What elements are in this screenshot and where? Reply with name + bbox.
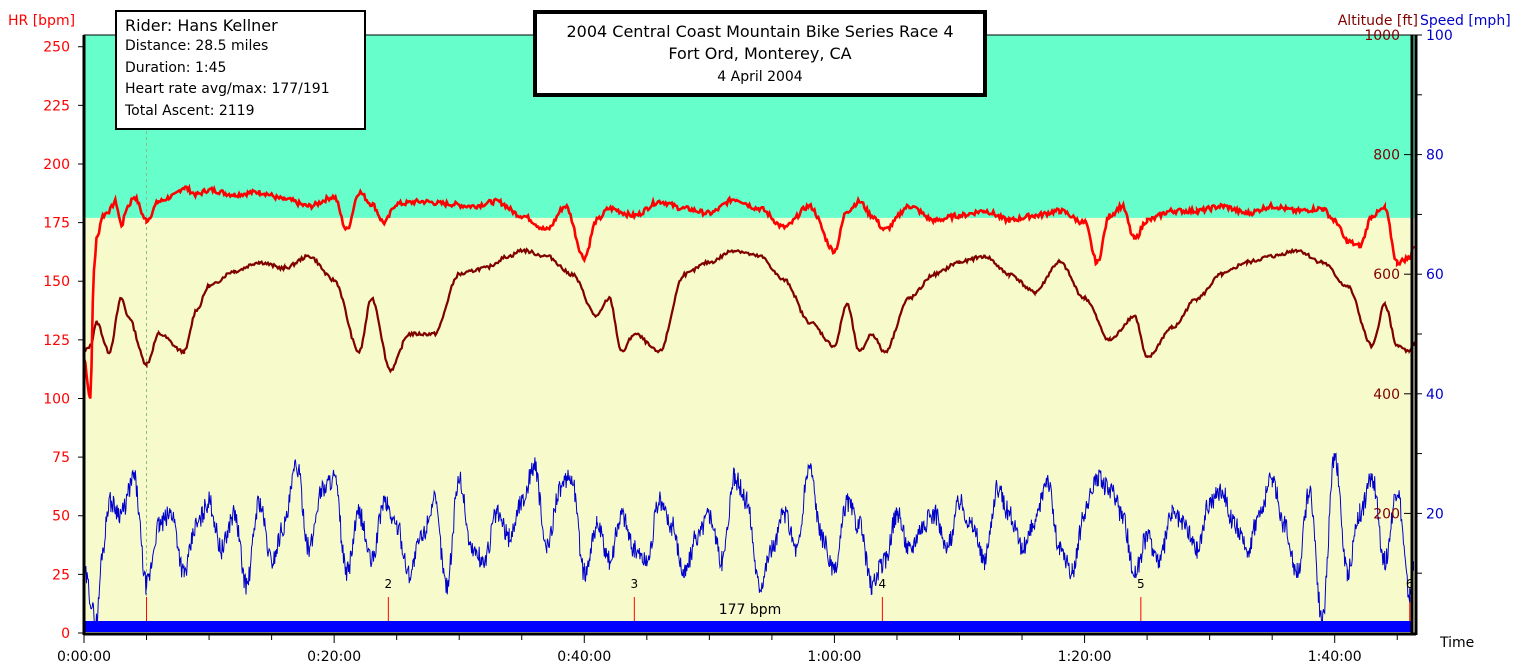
race-title-box: 2004 Central Coast Mountain Bike Series … <box>533 10 987 97</box>
lap-label: 6 <box>1406 577 1414 591</box>
time-tick-label: 1:00:00 <box>807 649 861 665</box>
hr-tick-label: 75 <box>52 450 70 466</box>
speed-series-line <box>83 452 1414 629</box>
hr-tick-label: 200 <box>43 157 70 173</box>
lap-label: 5 <box>1137 577 1145 591</box>
speed-tick-label: 80 <box>1426 148 1444 164</box>
speed-tick-label: 60 <box>1426 267 1444 283</box>
lap-label: 4 <box>879 577 887 591</box>
hr-tick-label: 225 <box>43 98 70 114</box>
race-title: 2004 Central Coast Mountain Bike Series … <box>566 22 954 41</box>
altitude-tick-label: 200 <box>1373 506 1400 522</box>
speed-tick-label: 20 <box>1426 506 1444 522</box>
hr-tick-label: 25 <box>52 567 70 583</box>
altitude-tick-label: 1000 <box>1364 28 1400 44</box>
altitude-tick-label: 600 <box>1373 267 1400 283</box>
race-location: Fort Ord, Monterey, CA <box>668 44 852 63</box>
altitude-tick-label: 800 <box>1373 148 1400 164</box>
lap-label: 3 <box>630 577 638 591</box>
altitude-tick-label: 400 <box>1373 387 1400 403</box>
distance-stat: Distance: 28.5 miles <box>125 38 269 54</box>
lap-label: 2 <box>385 577 393 591</box>
hr-tick-label: 150 <box>43 274 70 290</box>
hr-tick-label: 250 <box>43 40 70 56</box>
total-ascent-stat: Total Ascent: 2119 <box>125 102 255 119</box>
hr-series-line <box>82 183 1415 399</box>
hr-tick-label: 125 <box>43 333 70 349</box>
hr-zone-lower-band <box>84 217 1416 633</box>
rider-info-box: Rider: Hans Kellner Distance: 28.5 miles… <box>115 10 366 130</box>
altitude-series-line <box>83 247 1415 374</box>
speed-axis-title: Speed [mph] <box>1420 13 1511 29</box>
time-tick-label: 1:20:00 <box>1058 649 1112 665</box>
race-date: 4 April 2004 <box>717 69 803 85</box>
hr-axis-title: HR [bpm] <box>8 13 75 29</box>
hr-tick-label: 175 <box>43 216 70 232</box>
speed-tick-label: 40 <box>1426 387 1444 403</box>
average-hr-bar <box>84 621 1412 632</box>
time-tick-label: 0:20:00 <box>307 649 361 665</box>
hr-tick-label: 100 <box>43 391 70 407</box>
time-tick-label: 0:00:00 <box>57 649 111 665</box>
heart-rate-stat: Heart rate avg/max: 177/191 <box>125 81 330 97</box>
time-tick-label: 1:40:00 <box>1308 649 1362 665</box>
duration-stat: Duration: 1:45 <box>125 59 227 76</box>
hr-tick-label: 0 <box>61 626 70 642</box>
altitude-axis-title: Altitude [ft] <box>1338 13 1418 29</box>
hr-tick-label: 50 <box>52 509 70 525</box>
time-axis-title: Time <box>1439 635 1474 651</box>
time-tick-label: 0:40:00 <box>557 649 611 665</box>
speed-tick-label: 100 <box>1426 28 1453 44</box>
average-hr-label: 177 bpm <box>719 602 782 618</box>
rider-name: Rider: Hans Kellner <box>125 16 278 35</box>
